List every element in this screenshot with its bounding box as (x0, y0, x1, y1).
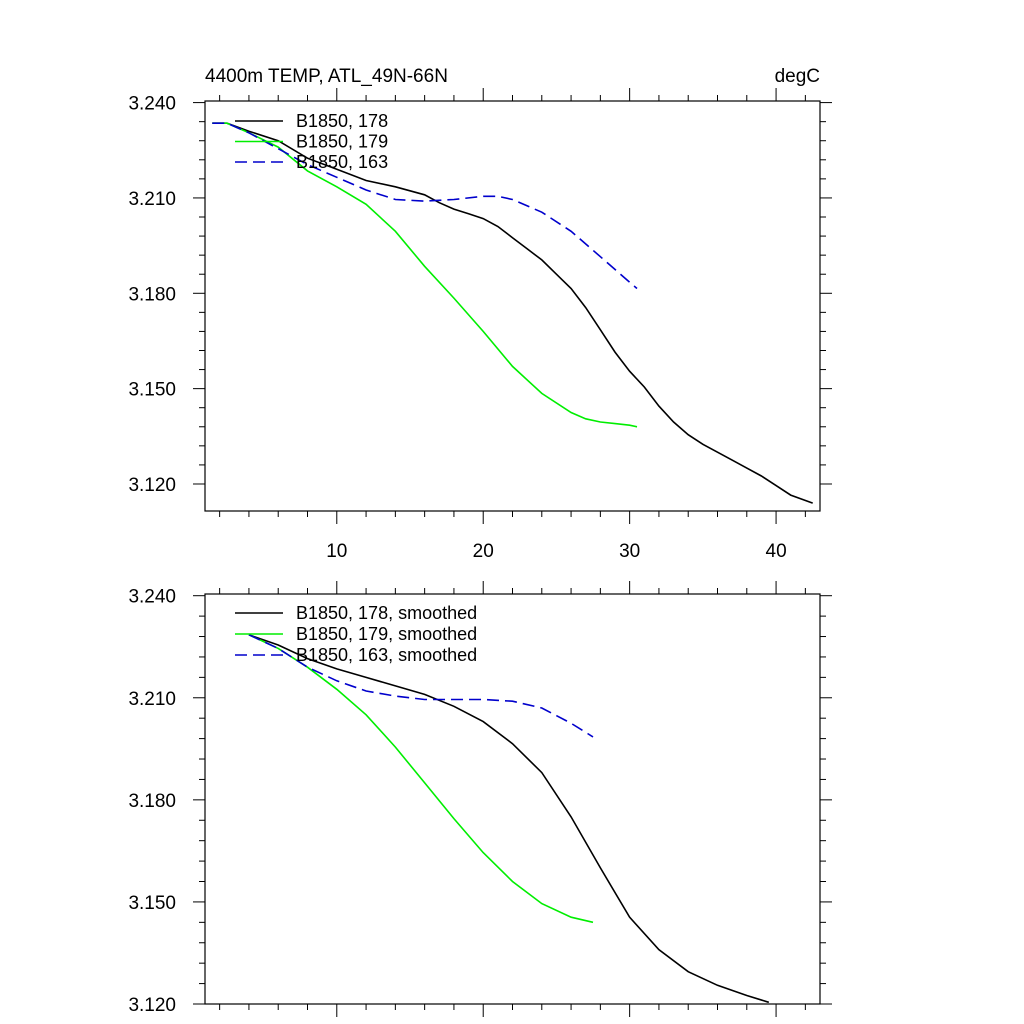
top-y-tick-label: 3.210 (128, 189, 176, 210)
top-x-tick-label: 40 (766, 541, 787, 562)
top-x-tick-label: 10 (326, 541, 347, 562)
bottom-panel-frame (204, 593, 821, 1005)
top-y-tick-label: 3.150 (128, 380, 176, 401)
top-series-line-1 (212, 122, 813, 504)
bottom-legend-label-2: B1850, 179, smoothed (296, 624, 477, 644)
top-panel-frame (204, 100, 821, 512)
bottom-panel-ticks: 3.240 3.210 3.180 3.150 3.120 (128, 581, 832, 1017)
top-panel-units: degC (775, 66, 820, 87)
bottom-legend-label-3: B1850, 163, smoothed (296, 645, 477, 665)
top-series-line-2 (212, 122, 638, 428)
top-legend-label-2: B1850, 179 (296, 132, 388, 152)
bottom-panel: 3.240 3.210 3.180 3.150 3.120 B1850, 178, sm… (128, 581, 832, 1017)
bottom-series-line-3 (248, 634, 594, 738)
top-y-tick-label: 3.120 (128, 475, 176, 496)
bottom-y-tick-label: 3.180 (128, 791, 176, 812)
top-x-tick-label: 30 (619, 541, 640, 562)
bottom-y-tick-label: 3.150 (128, 893, 176, 914)
bottom-panel-series (248, 634, 770, 1004)
bottom-series-line-2 (248, 634, 594, 924)
top-legend-label-3: B1850, 163 (296, 152, 388, 172)
top-panel: 4400m TEMP, ATL_49N-66N degC 10 20 30 40 3.2… (128, 66, 832, 562)
top-series-line-3 (212, 122, 638, 290)
top-panel-title: 4400m TEMP, ATL_49N-66N (205, 66, 448, 87)
top-panel-ticks: 10 20 30 40 3.240 3.210 3.180 3.150 3.120 (128, 88, 832, 562)
bottom-series-line-1 (248, 634, 770, 1004)
top-y-tick-label: 3.180 (128, 284, 176, 305)
top-legend-label-1: B1850, 178 (296, 111, 388, 131)
top-x-tick-label: 20 (473, 541, 494, 562)
bottom-y-tick-label: 3.210 (128, 689, 176, 710)
bottom-legend-label-1: B1850, 178, smoothed (296, 603, 477, 623)
top-y-tick-label: 3.240 (128, 94, 176, 115)
top-panel-series (212, 122, 813, 504)
bottom-y-tick-label: 3.120 (128, 995, 176, 1016)
bottom-y-tick-label: 3.240 (128, 587, 176, 608)
